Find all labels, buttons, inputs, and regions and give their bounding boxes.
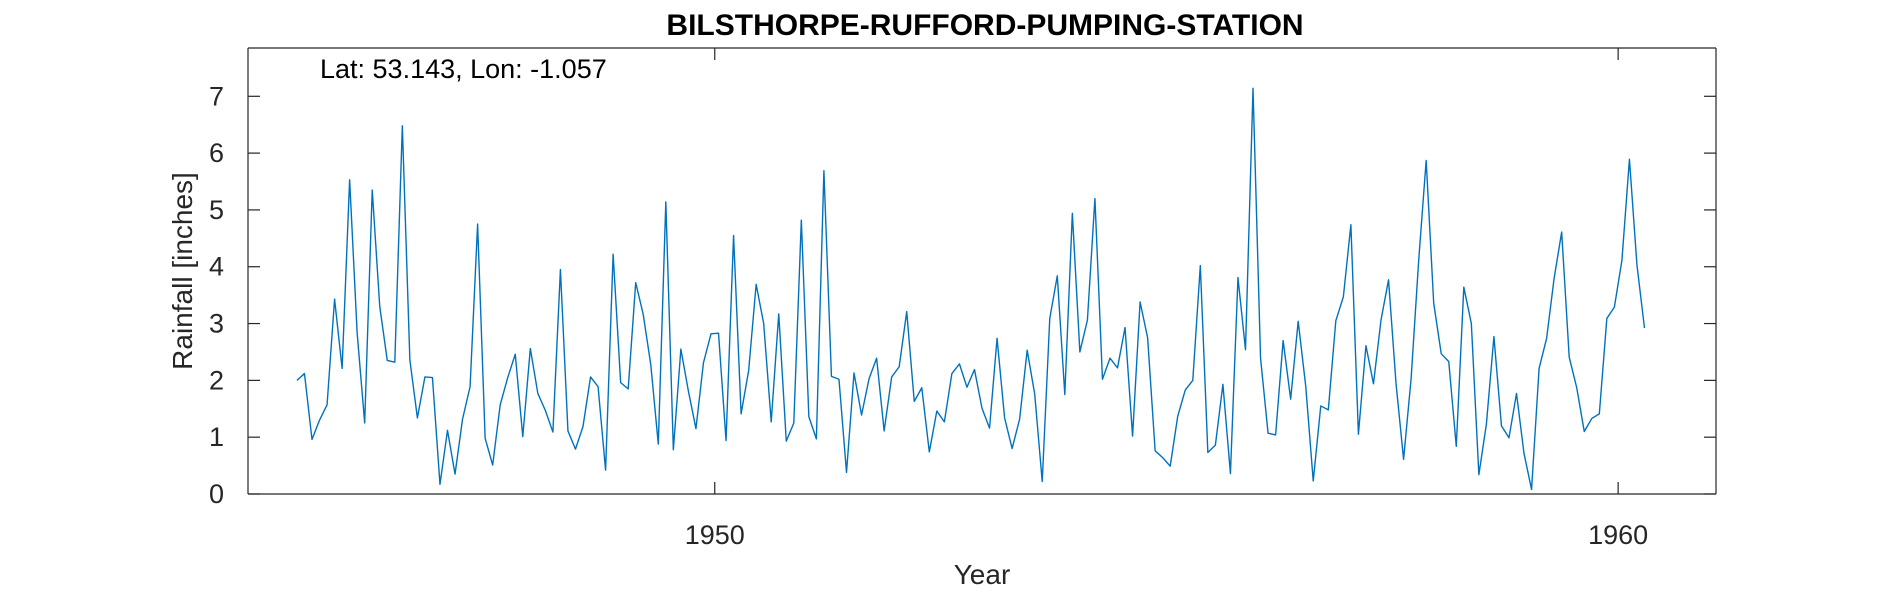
y-tick-label: 5 — [209, 195, 224, 225]
x-tick-label: 1950 — [685, 520, 745, 550]
plot-area — [247, 47, 1717, 495]
location-annotation: Lat: 53.143, Lon: -1.057 — [320, 54, 607, 84]
chart-title: BILSTHORPE-RUFFORD-PUMPING-STATION — [666, 9, 1303, 42]
y-tick-label: 3 — [209, 309, 224, 339]
y-tick-label: 1 — [209, 422, 224, 452]
y-axis-label: Rainfall [inches] — [167, 172, 198, 370]
y-tick-label: 4 — [209, 252, 224, 282]
x-tick-label: 1960 — [1588, 520, 1648, 550]
y-tick-label: 0 — [209, 479, 224, 509]
y-ticks: 0 1 2 3 4 5 6 7 — [209, 81, 1716, 509]
y-tick-label: 7 — [209, 81, 224, 111]
x-ticks: 1950 1960 — [685, 48, 1648, 550]
y-tick-label: 2 — [209, 365, 224, 395]
series-line-rainfall — [296, 87, 1646, 491]
y-tick-label: 6 — [209, 138, 224, 168]
x-axis-label: Year — [954, 559, 1011, 590]
